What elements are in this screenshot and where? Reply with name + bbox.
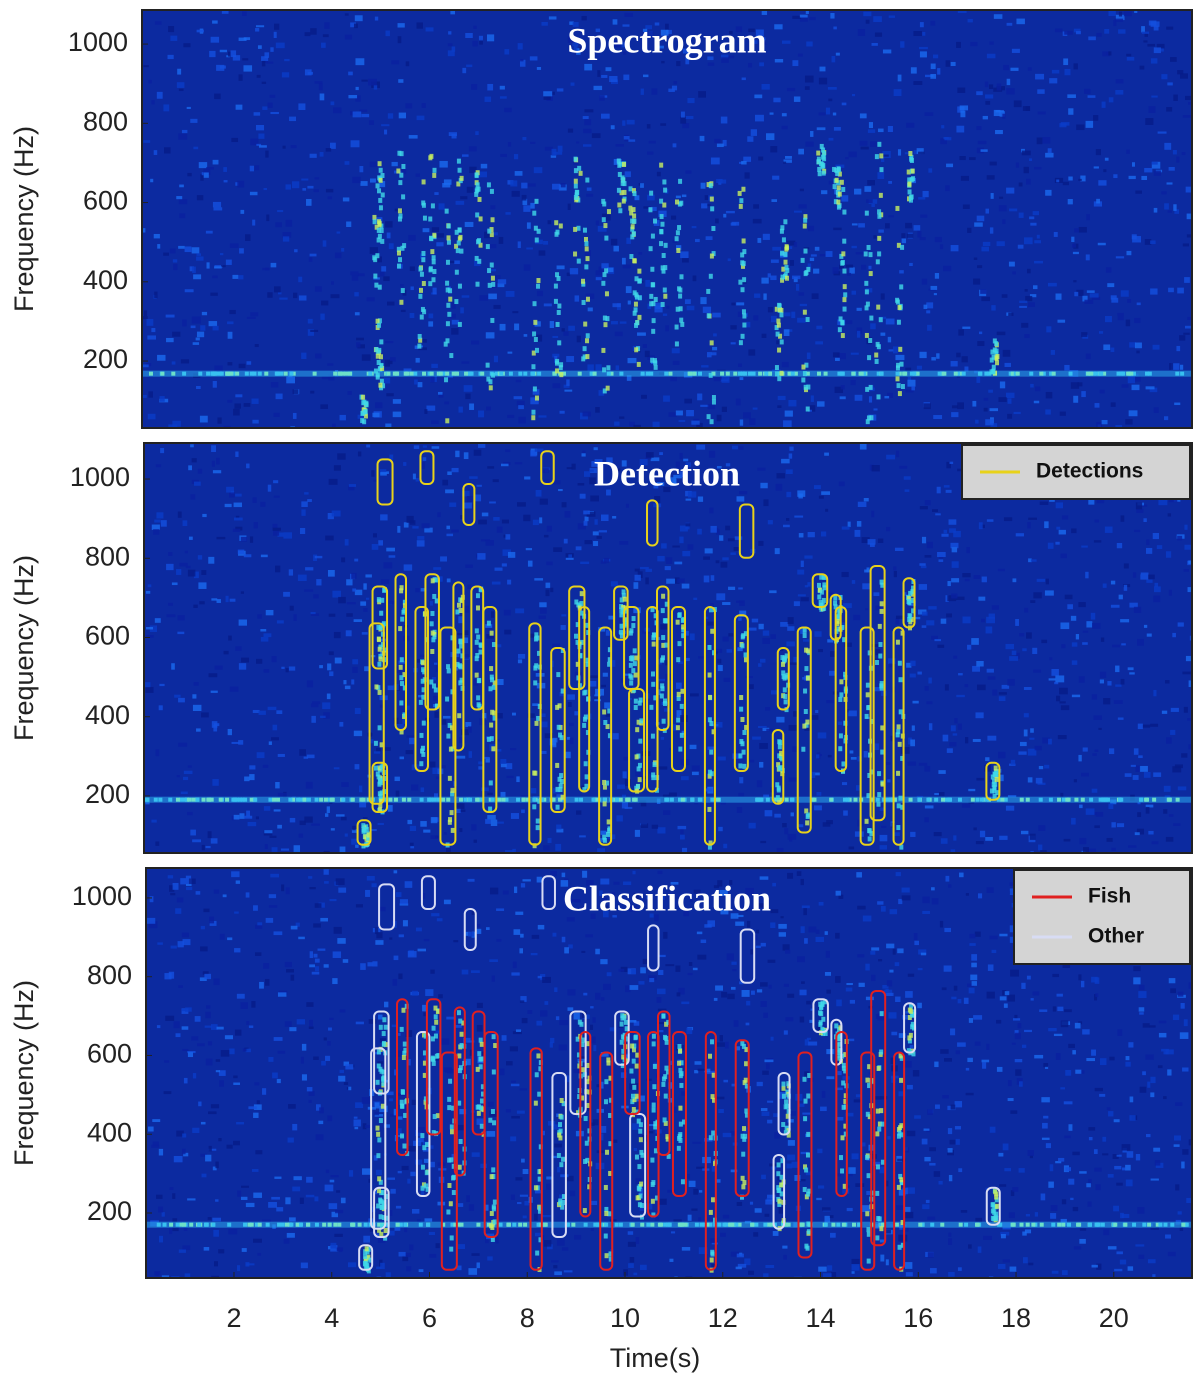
y-tick-label: 800 [85,541,130,571]
x-tick-label: 8 [520,1303,535,1333]
y-axis-label: Frequency (Hz) [9,980,39,1166]
x-tick-label: 14 [805,1303,835,1333]
y-tick-label: 1000 [68,27,128,57]
panel-title: Detection [594,453,740,493]
y-tick-label: 600 [87,1039,132,1069]
panel: 200 400 600 800 1000 Frequency (Hz) Detection D… [9,443,1197,858]
spectrogram-image [142,10,1196,432]
legend-label: Fish [1088,885,1131,908]
x-tick-label: 16 [903,1303,933,1333]
panel-title: Spectrogram [567,20,766,60]
y-tick-label: 600 [85,621,130,651]
x-tick-label: 6 [422,1303,437,1333]
x-tick-label: 4 [324,1303,339,1333]
y-tick-label: 400 [87,1117,132,1147]
y-axis-label: Frequency (Hz) [9,126,39,312]
y-tick-label: 200 [83,344,128,374]
y-axis-label: Frequency (Hz) [9,555,39,741]
y-tick-label: 400 [83,265,128,295]
x-tick-label: 18 [1001,1303,1031,1333]
panel: 200 400 600 800 1000 Frequency (Hz) Spectrogra… [9,10,1196,432]
y-tick-label: 800 [87,960,132,990]
legend-label: Other [1088,925,1144,948]
y-tick-label: 800 [83,106,128,136]
x-tick-label: 20 [1099,1303,1129,1333]
y-tick-label: 1000 [72,881,132,911]
x-axis-label: Time(s) [610,1343,700,1373]
y-tick-label: 400 [85,700,130,730]
x-tick-label: 12 [708,1303,738,1333]
y-tick-label: 600 [83,186,128,216]
spectrogram-image [144,443,1197,858]
y-tick-label: 200 [87,1196,132,1226]
x-tick-label: 10 [610,1303,640,1333]
y-tick-label: 1000 [70,462,130,492]
legend-label: Detections [1036,460,1143,483]
x-tick-label: 2 [226,1303,241,1333]
y-tick-label: 200 [85,779,130,809]
panel: 200 400 600 800 1000 Frequency (Hz) Classifica… [9,868,1198,1373]
panel-title: Classification [563,878,771,918]
